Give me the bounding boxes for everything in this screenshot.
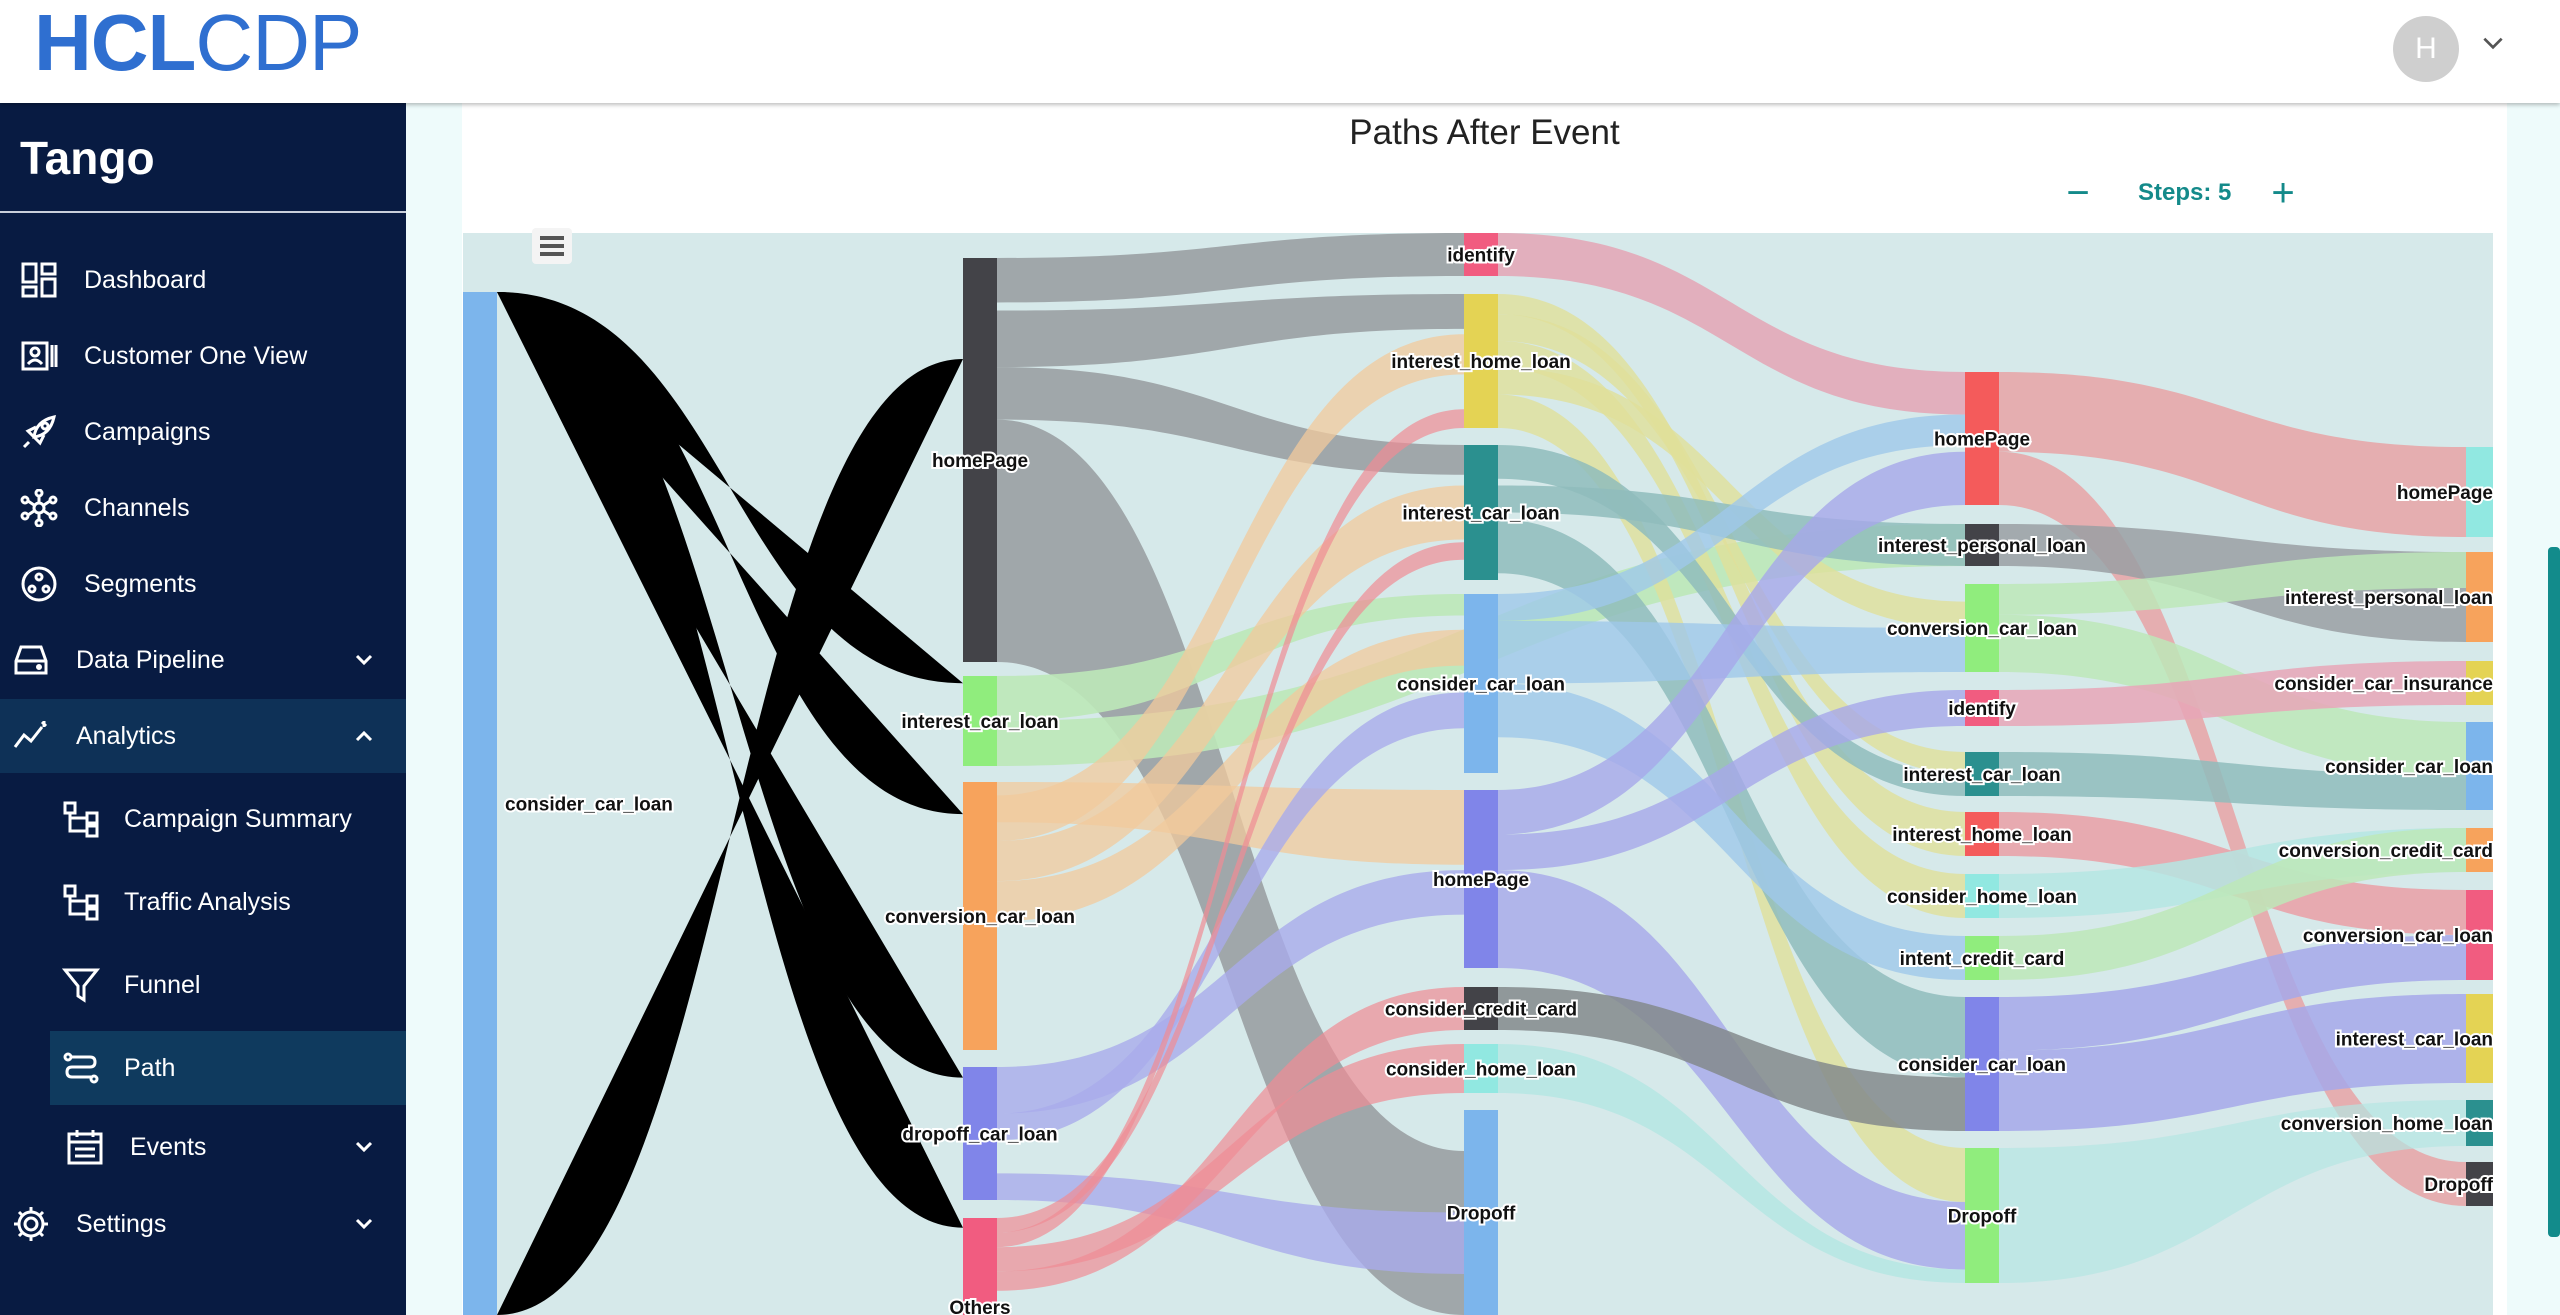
gear-icon [14, 1207, 48, 1241]
chevron-down-icon [355, 654, 373, 666]
hierarchy-icon [63, 884, 99, 921]
main-panel: Paths After Event [462, 103, 2507, 1315]
sidebar: Tango Dashboard Customer One View Campai… [0, 103, 406, 1315]
steps-control: − Steps: 5 + [2060, 171, 2310, 215]
sidebar-item-funnel[interactable]: Funnel [0, 948, 406, 1022]
sidebar-item-label: Channels [84, 494, 190, 522]
sidebar-item-events[interactable]: Events [0, 1110, 406, 1184]
sidebar-item-label: Analytics [76, 722, 177, 750]
funnel-icon [62, 968, 100, 1003]
workspace-title: Tango [20, 132, 155, 184]
sidebar-item-label: Funnel [124, 971, 201, 999]
hierarchy-icon [63, 801, 99, 838]
sidebar-item-channels[interactable]: Channels [0, 471, 406, 545]
sidebar-item-data-pipeline[interactable]: Data Pipeline [0, 623, 406, 697]
user-avatar[interactable]: H [2393, 16, 2459, 82]
sidebar-item-dashboard[interactable]: Dashboard [0, 243, 406, 317]
steps-label: Steps: 5 [2138, 179, 2232, 206]
sidebar-item-label: Data Pipeline [76, 646, 225, 674]
sidebar-item-customer-one-view[interactable]: Customer One View [0, 319, 406, 393]
sidebar-item-segments[interactable]: Segments [0, 547, 406, 621]
database-icon [14, 645, 48, 675]
calendar-icon [67, 1130, 103, 1165]
chevron-down-icon [355, 1218, 373, 1230]
sidebar-item-label: Customer One View [84, 342, 308, 370]
top-bar: HCLCDP H [0, 0, 2560, 103]
chevron-up-icon [355, 730, 373, 742]
sidebar-item-path[interactable]: Path [50, 1031, 406, 1105]
sidebar-item-label: Segments [84, 570, 197, 598]
sidebar-item-label: Campaigns [84, 418, 211, 446]
sidebar-item-label: Dashboard [84, 266, 207, 294]
chart-menu-icon[interactable] [532, 228, 572, 264]
sidebar-item-label: Events [130, 1133, 207, 1161]
sidebar-item-label: Campaign Summary [124, 805, 352, 833]
sidebar-item-label: Traffic Analysis [124, 888, 291, 916]
sidebar-item-label: Path [124, 1054, 176, 1082]
divider [0, 211, 406, 213]
id-card-icon [21, 341, 58, 371]
network-icon [20, 489, 58, 527]
chart-title: Paths After Event [1349, 113, 1620, 152]
chevron-down-icon [355, 1141, 373, 1153]
sidebar-item-campaign-summary[interactable]: Campaign Summary [0, 782, 406, 856]
sidebar-item-settings[interactable]: Settings [0, 1187, 406, 1261]
sidebar-item-traffic-analysis[interactable]: Traffic Analysis [0, 865, 406, 939]
increase-steps-button[interactable]: + [2271, 171, 2295, 215]
decrease-steps-button[interactable]: − [2066, 171, 2090, 215]
sidebar-item-label: Settings [76, 1210, 167, 1238]
rocket-icon [22, 415, 56, 449]
app-logo[interactable]: HCLCDP [34, 0, 362, 87]
path-icon [63, 1052, 99, 1084]
dashboard-icon [21, 262, 57, 298]
segments-icon [21, 566, 57, 602]
sidebar-item-analytics[interactable]: Analytics [0, 699, 406, 773]
chevron-down-icon[interactable] [2480, 30, 2506, 56]
analytics-icon [13, 720, 48, 748]
scrollbar-thumb[interactable] [2548, 547, 2560, 1237]
sidebar-item-campaigns[interactable]: Campaigns [0, 395, 406, 469]
